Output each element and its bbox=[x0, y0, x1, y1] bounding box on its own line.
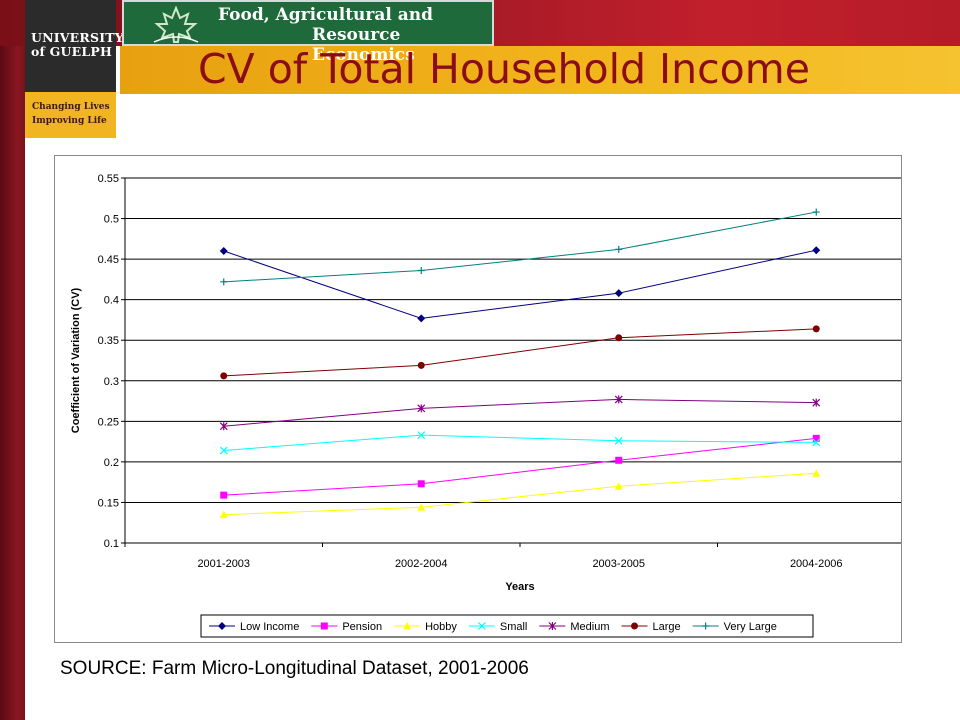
data-point-medium bbox=[614, 395, 623, 404]
x-tick-label: 2003-2005 bbox=[592, 558, 645, 570]
left-accent-bar bbox=[0, 0, 25, 720]
legend-marker-pension bbox=[320, 622, 328, 630]
legend-box bbox=[200, 614, 814, 638]
series-line-very-large bbox=[223, 211, 817, 283]
legend-label-medium: Medium bbox=[570, 621, 609, 633]
tagline-line2: Improving Life bbox=[32, 116, 107, 126]
y-tick-label: 0.4 bbox=[104, 295, 119, 307]
data-point-large bbox=[220, 372, 228, 380]
x-tick-label: 2004-2006 bbox=[790, 558, 843, 570]
data-point-low-income bbox=[219, 247, 228, 255]
x-tick-label: 2001-2003 bbox=[197, 558, 250, 570]
legend-marker-large bbox=[631, 622, 639, 630]
legend-label-small: Small bbox=[500, 621, 528, 633]
data-point-small bbox=[812, 438, 821, 447]
legend-marker-hobby bbox=[403, 622, 412, 630]
chart-frame: 0.1 0.15 0.2 0.25 0.3 0.35 0.4 0.45 0.5 0.55 2001-… bbox=[54, 155, 902, 643]
legend-marker-low-income bbox=[218, 622, 226, 630]
university-name-line1: UNIVERSITY bbox=[31, 30, 124, 45]
legend-label-large: Large bbox=[653, 621, 681, 633]
data-point-hobby bbox=[812, 469, 821, 477]
data-point-very-large bbox=[615, 245, 623, 253]
data-point-pension bbox=[417, 480, 425, 488]
data-point-pension bbox=[220, 491, 228, 499]
line-chart: 0.1 0.15 0.2 0.25 0.3 0.35 0.4 0.45 0.5 0.55 2001-… bbox=[70, 173, 901, 638]
data-point-very-large bbox=[417, 266, 425, 274]
university-logo: UNIVERSITY of GUELPH bbox=[25, 0, 124, 92]
slide-title: CV of Total Household Income bbox=[198, 45, 810, 93]
series-line-small bbox=[223, 434, 817, 452]
data-point-hobby bbox=[219, 510, 228, 519]
data-point-low-income bbox=[812, 246, 821, 255]
tagline-line1: Changing Lives bbox=[32, 102, 110, 112]
data-point-medium bbox=[417, 404, 426, 413]
title-banner bbox=[120, 46, 960, 94]
data-point-medium bbox=[812, 398, 821, 407]
y-tick-label: 0.15 bbox=[98, 497, 119, 509]
y-tick-label: 0.5 bbox=[104, 214, 119, 226]
legend-label-very-large: Very Large bbox=[724, 621, 777, 633]
legend-label-pension: Pension bbox=[342, 621, 382, 633]
legend-marker-small bbox=[477, 622, 486, 630]
legend-marker-medium bbox=[548, 622, 557, 630]
data-point-large bbox=[417, 361, 425, 369]
data-point-medium bbox=[219, 422, 228, 431]
x-tick-label: 2002-2004 bbox=[395, 558, 448, 570]
y-axis-title: Coefficient of Variation (CV) bbox=[70, 287, 82, 433]
department-name-line2: Resource Economics bbox=[312, 25, 415, 65]
series-line-pension bbox=[223, 437, 817, 496]
legend-label-hobby: Hobby bbox=[425, 621, 457, 633]
data-point-small bbox=[417, 431, 426, 440]
y-tick-label: 0.25 bbox=[98, 416, 119, 428]
series-line-hobby bbox=[223, 472, 817, 516]
data-point-very-large bbox=[812, 208, 820, 216]
y-tick-label: 0.2 bbox=[104, 457, 119, 469]
data-point-large bbox=[615, 334, 623, 342]
legend-marker-very-large bbox=[702, 622, 710, 630]
legend-label-low-income: Low Income bbox=[240, 621, 299, 633]
university-tagline: Changing Lives Improving Life bbox=[25, 92, 116, 138]
university-name-line2: of GUELPH bbox=[31, 44, 112, 59]
y-tick-label: 0.55 bbox=[98, 173, 119, 185]
data-point-large bbox=[812, 325, 820, 333]
series-line-large bbox=[223, 328, 817, 377]
department-name-line1: Food, Agricultural and bbox=[218, 5, 434, 25]
maple-leaf-icon bbox=[153, 6, 199, 43]
y-tick-label: 0.1 bbox=[104, 538, 119, 550]
x-axis-title: Years bbox=[505, 581, 534, 593]
data-point-hobby bbox=[614, 482, 623, 490]
y-tick-label: 0.45 bbox=[98, 254, 119, 266]
y-tick-label: 0.35 bbox=[98, 335, 119, 347]
data-point-hobby bbox=[417, 503, 426, 511]
data-point-low-income bbox=[417, 314, 426, 323]
series-line-medium bbox=[223, 398, 817, 427]
data-point-pension bbox=[615, 456, 623, 464]
data-point-pension bbox=[812, 434, 820, 442]
data-point-low-income bbox=[614, 289, 623, 298]
department-banner: Food, Agricultural and Resource Economic… bbox=[122, 0, 494, 65]
data-point-small bbox=[614, 436, 623, 445]
data-point-small bbox=[219, 446, 228, 455]
y-tick-label: 0.3 bbox=[104, 376, 119, 388]
series-line-low-income bbox=[223, 249, 817, 319]
source-note: SOURCE: Farm Micro-Longitudinal Dataset,… bbox=[60, 658, 529, 679]
data-point-very-large bbox=[220, 278, 228, 286]
